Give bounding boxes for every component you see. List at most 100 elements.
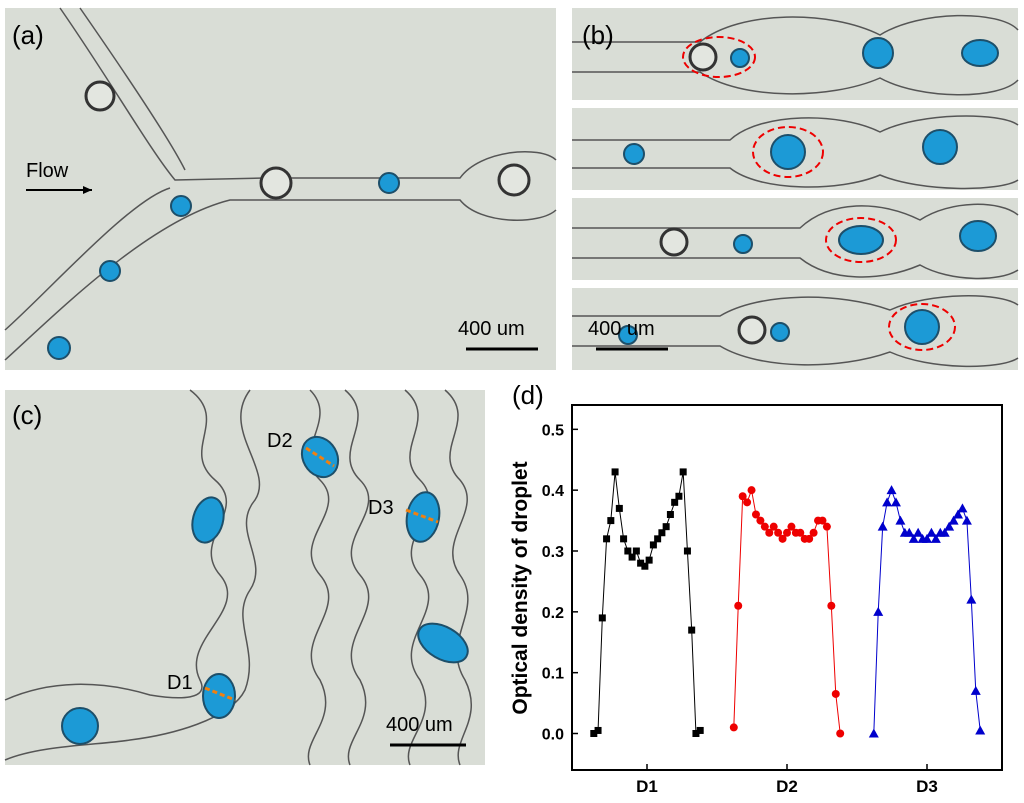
droplet	[623, 143, 645, 165]
marker	[666, 511, 674, 518]
droplet	[618, 325, 638, 345]
y-tick-label: 0.0	[542, 727, 564, 744]
marker	[760, 522, 769, 531]
marker	[877, 521, 888, 531]
marker	[683, 547, 691, 555]
marker	[930, 533, 941, 543]
marker	[796, 528, 805, 537]
marker	[966, 594, 977, 604]
droplet	[770, 322, 790, 342]
marker	[679, 468, 687, 476]
channel	[572, 295, 1019, 368]
channel	[572, 14, 1019, 96]
panel-a: Flow (a) 400 um	[4, 7, 557, 370]
channel	[4, 187, 171, 331]
scale-label: 400 um	[458, 318, 525, 340]
y-tick-label: 0.5	[542, 422, 564, 439]
channel	[444, 389, 472, 766]
droplet-label: D3	[368, 497, 394, 519]
marker	[948, 515, 959, 525]
droplet	[733, 234, 753, 254]
marker	[738, 492, 747, 501]
marker	[886, 485, 897, 495]
marker	[805, 534, 814, 543]
highlight	[682, 36, 756, 78]
y-tick-label: 0.4	[542, 483, 564, 500]
marker	[671, 498, 679, 506]
droplet	[659, 227, 689, 257]
droplet	[737, 315, 767, 345]
marker	[632, 547, 640, 555]
marker	[765, 528, 774, 537]
y-tick-label: 0.1	[542, 666, 564, 683]
droplet-label: D2	[267, 430, 293, 452]
y-axis-label: Optical density of droplet	[509, 461, 532, 714]
marker	[649, 541, 657, 549]
droplet	[378, 172, 400, 194]
marker	[658, 529, 666, 537]
marker	[908, 533, 919, 543]
marker	[827, 601, 836, 610]
highlight	[825, 217, 897, 263]
marker	[590, 730, 598, 737]
marker	[620, 535, 628, 543]
channel	[79, 7, 186, 171]
micrograph	[572, 8, 1018, 100]
marker	[895, 515, 906, 525]
marker	[774, 528, 783, 537]
marker	[743, 498, 752, 507]
marker	[957, 503, 968, 513]
marker	[904, 527, 915, 537]
measure-line	[305, 446, 335, 468]
marker	[836, 729, 845, 738]
channel	[404, 389, 430, 766]
droplet	[170, 195, 192, 217]
channel	[59, 7, 557, 181]
marker	[822, 522, 831, 531]
channel	[4, 389, 261, 761]
highlight	[752, 126, 824, 178]
plot-frame	[571, 404, 1003, 771]
marker	[598, 614, 606, 622]
series-line	[593, 471, 701, 735]
marker	[926, 527, 937, 537]
marker	[734, 601, 743, 610]
marker	[747, 486, 756, 495]
panel-label: (d)	[512, 380, 544, 410]
arrow-head	[83, 186, 92, 194]
droplet	[417, 622, 469, 664]
measure-line	[204, 686, 236, 702]
panel-c: D1 D2 D3 (c) 400 um	[4, 389, 485, 766]
droplet	[770, 134, 806, 170]
droplet	[99, 260, 121, 282]
marker	[641, 562, 649, 570]
panel-label: (a)	[12, 20, 44, 50]
marker	[751, 510, 760, 519]
x-tick-label: D3	[916, 777, 938, 796]
droplet	[61, 707, 99, 745]
droplet	[838, 225, 884, 255]
marker	[809, 528, 818, 537]
scale-label: 400 um	[588, 318, 655, 340]
marker	[696, 726, 704, 734]
droplet	[862, 37, 894, 69]
droplet	[904, 309, 940, 345]
marker	[953, 509, 964, 519]
series-line	[873, 488, 981, 734]
marker	[624, 547, 632, 555]
droplet-label: D1	[167, 672, 193, 694]
marker	[615, 504, 623, 512]
marker	[818, 516, 827, 525]
marker	[654, 535, 662, 543]
channel	[344, 389, 370, 766]
scale-label: 400 um	[386, 714, 453, 736]
droplet	[47, 336, 71, 360]
marker	[637, 559, 645, 567]
micrograph	[572, 288, 1018, 370]
droplet	[191, 496, 225, 544]
marker	[729, 723, 738, 732]
droplet	[922, 129, 958, 165]
marker	[611, 468, 619, 476]
droplet	[84, 80, 116, 112]
